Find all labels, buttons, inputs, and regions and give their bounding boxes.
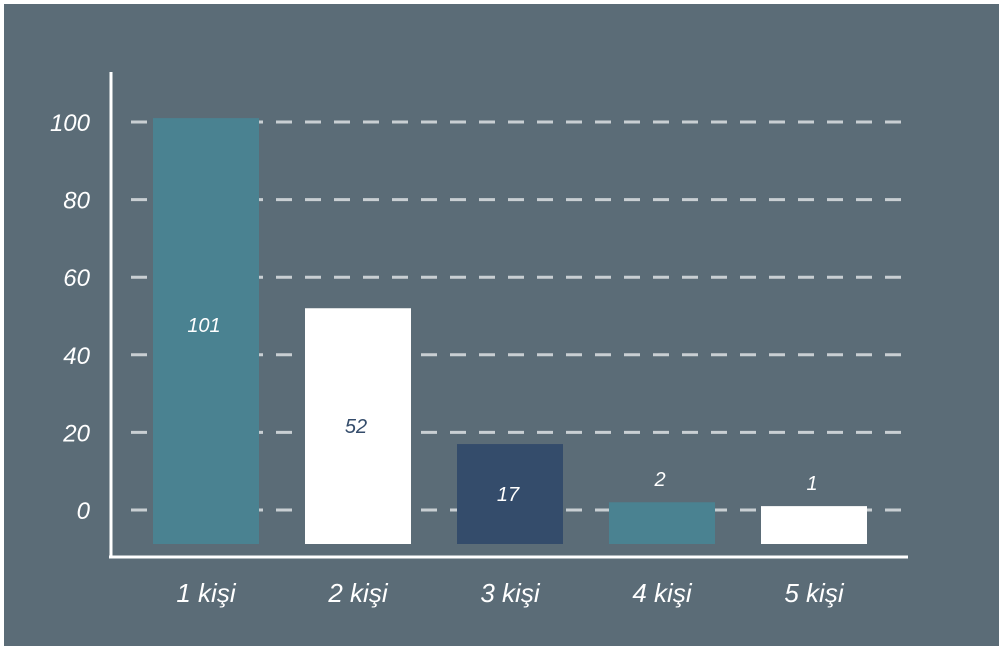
y-tick-label: 80 <box>63 188 90 215</box>
bar <box>761 506 867 544</box>
x-tick-label: 3 kişi <box>480 578 540 608</box>
y-tick-label: 40 <box>63 343 90 370</box>
y-tick-labels: 0 20 40 60 80 100 <box>50 110 91 525</box>
y-tick-label: 0 <box>77 498 91 525</box>
bar <box>457 444 563 544</box>
x-tick-label: 1 kişi <box>176 578 236 608</box>
gridlines <box>131 120 910 512</box>
bars <box>153 118 867 545</box>
x-tick-label: 5 kişi <box>784 578 844 608</box>
axes <box>109 72 908 559</box>
bar <box>609 502 715 544</box>
y-tick-label: 60 <box>63 265 90 292</box>
x-tick-labels: 1 kişi 2 kişi 3 kişi 4 kişi 5 kişi <box>176 578 844 608</box>
x-tick-label: 2 kişi <box>327 578 388 608</box>
bar <box>153 118 259 545</box>
x-tick-label: 4 kişi <box>632 578 692 608</box>
data-label: 17 <box>497 484 520 506</box>
y-tick-label: 20 <box>62 420 90 447</box>
bar <box>305 308 411 544</box>
data-label: 1 <box>806 473 817 495</box>
y-tick-label: 100 <box>50 110 91 137</box>
data-label: 101 <box>187 315 220 337</box>
data-label: 52 <box>345 416 367 438</box>
data-labels: 101 52 17 2 1 <box>187 315 817 506</box>
data-label: 2 <box>653 469 665 491</box>
